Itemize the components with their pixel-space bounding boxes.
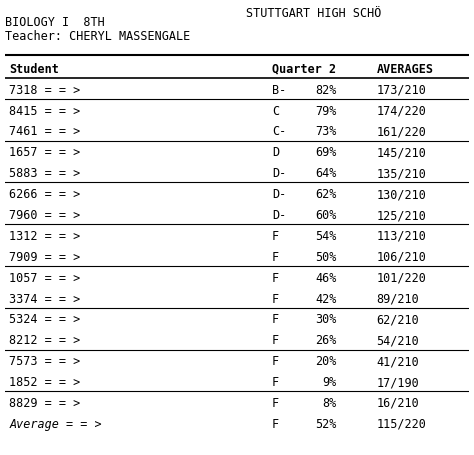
Text: F: F xyxy=(272,251,279,264)
Text: 54/210: 54/210 xyxy=(376,334,419,347)
Text: 161/220: 161/220 xyxy=(376,126,426,138)
Text: F: F xyxy=(272,376,279,389)
Text: 173/210: 173/210 xyxy=(376,84,426,97)
Text: 20%: 20% xyxy=(316,355,337,368)
Text: 26%: 26% xyxy=(316,334,337,347)
Text: 113/210: 113/210 xyxy=(376,230,426,243)
Text: F: F xyxy=(272,313,279,326)
Text: 3374 = = >: 3374 = = > xyxy=(9,293,81,306)
Text: D-: D- xyxy=(272,188,286,201)
Text: 7461 = = >: 7461 = = > xyxy=(9,126,81,138)
Text: 5883 = = >: 5883 = = > xyxy=(9,167,81,180)
Text: F: F xyxy=(272,397,279,410)
Text: Student: Student xyxy=(9,63,59,76)
Text: 50%: 50% xyxy=(316,251,337,264)
Text: F: F xyxy=(272,418,279,431)
Text: D-: D- xyxy=(272,209,286,222)
Text: 106/210: 106/210 xyxy=(376,251,426,264)
Text: F: F xyxy=(272,355,279,368)
Text: 82%: 82% xyxy=(316,84,337,97)
Text: 1657 = = >: 1657 = = > xyxy=(9,147,81,159)
Text: 101/220: 101/220 xyxy=(376,272,426,285)
Text: 6266 = = >: 6266 = = > xyxy=(9,188,81,201)
Text: 64%: 64% xyxy=(316,167,337,180)
Text: 130/210: 130/210 xyxy=(376,188,426,201)
Text: 7960 = = >: 7960 = = > xyxy=(9,209,81,222)
Text: AVERAGES: AVERAGES xyxy=(376,63,433,76)
Text: 89/210: 89/210 xyxy=(376,293,419,306)
Text: 7573 = = >: 7573 = = > xyxy=(9,355,81,368)
Text: 1312 = = >: 1312 = = > xyxy=(9,230,81,243)
Text: 135/210: 135/210 xyxy=(376,167,426,180)
Text: 73%: 73% xyxy=(316,126,337,138)
Text: STUTTGART HIGH SCHÖ: STUTTGART HIGH SCHÖ xyxy=(246,7,382,20)
Text: C-: C- xyxy=(272,126,286,138)
Text: 174/220: 174/220 xyxy=(376,105,426,117)
Text: F: F xyxy=(272,293,279,306)
Text: Average = = >: Average = = > xyxy=(9,418,102,431)
Text: D-: D- xyxy=(272,167,286,180)
Text: 46%: 46% xyxy=(316,272,337,285)
Text: D: D xyxy=(272,147,279,159)
Text: Teacher: CHERYL MASSENGALE: Teacher: CHERYL MASSENGALE xyxy=(5,30,190,43)
Text: B-: B- xyxy=(272,84,286,97)
Text: 54%: 54% xyxy=(316,230,337,243)
Text: 125/210: 125/210 xyxy=(376,209,426,222)
Text: F: F xyxy=(272,334,279,347)
Text: C: C xyxy=(272,105,279,117)
Text: 7909 = = >: 7909 = = > xyxy=(9,251,81,264)
Text: 8829 = = >: 8829 = = > xyxy=(9,397,81,410)
Text: 69%: 69% xyxy=(316,147,337,159)
Text: 30%: 30% xyxy=(316,313,337,326)
Text: 5324 = = >: 5324 = = > xyxy=(9,313,81,326)
Text: 41/210: 41/210 xyxy=(376,355,419,368)
Text: 79%: 79% xyxy=(316,105,337,117)
Text: 17/190: 17/190 xyxy=(376,376,419,389)
Text: F: F xyxy=(272,230,279,243)
Text: 145/210: 145/210 xyxy=(376,147,426,159)
Text: 52%: 52% xyxy=(316,418,337,431)
Text: 8212 = = >: 8212 = = > xyxy=(9,334,81,347)
Text: 9%: 9% xyxy=(323,376,337,389)
Text: 1057 = = >: 1057 = = > xyxy=(9,272,81,285)
Text: F: F xyxy=(272,272,279,285)
Text: 115/220: 115/220 xyxy=(376,418,426,431)
Text: 8%: 8% xyxy=(323,397,337,410)
Text: 60%: 60% xyxy=(316,209,337,222)
Text: 42%: 42% xyxy=(316,293,337,306)
Text: Quarter 2: Quarter 2 xyxy=(272,63,336,76)
Text: 62/210: 62/210 xyxy=(376,313,419,326)
Text: 7318 = = >: 7318 = = > xyxy=(9,84,81,97)
Text: 8415 = = >: 8415 = = > xyxy=(9,105,81,117)
Text: 62%: 62% xyxy=(316,188,337,201)
Text: BIOLOGY I  8TH: BIOLOGY I 8TH xyxy=(5,16,104,29)
Text: 1852 = = >: 1852 = = > xyxy=(9,376,81,389)
Text: 16/210: 16/210 xyxy=(376,397,419,410)
